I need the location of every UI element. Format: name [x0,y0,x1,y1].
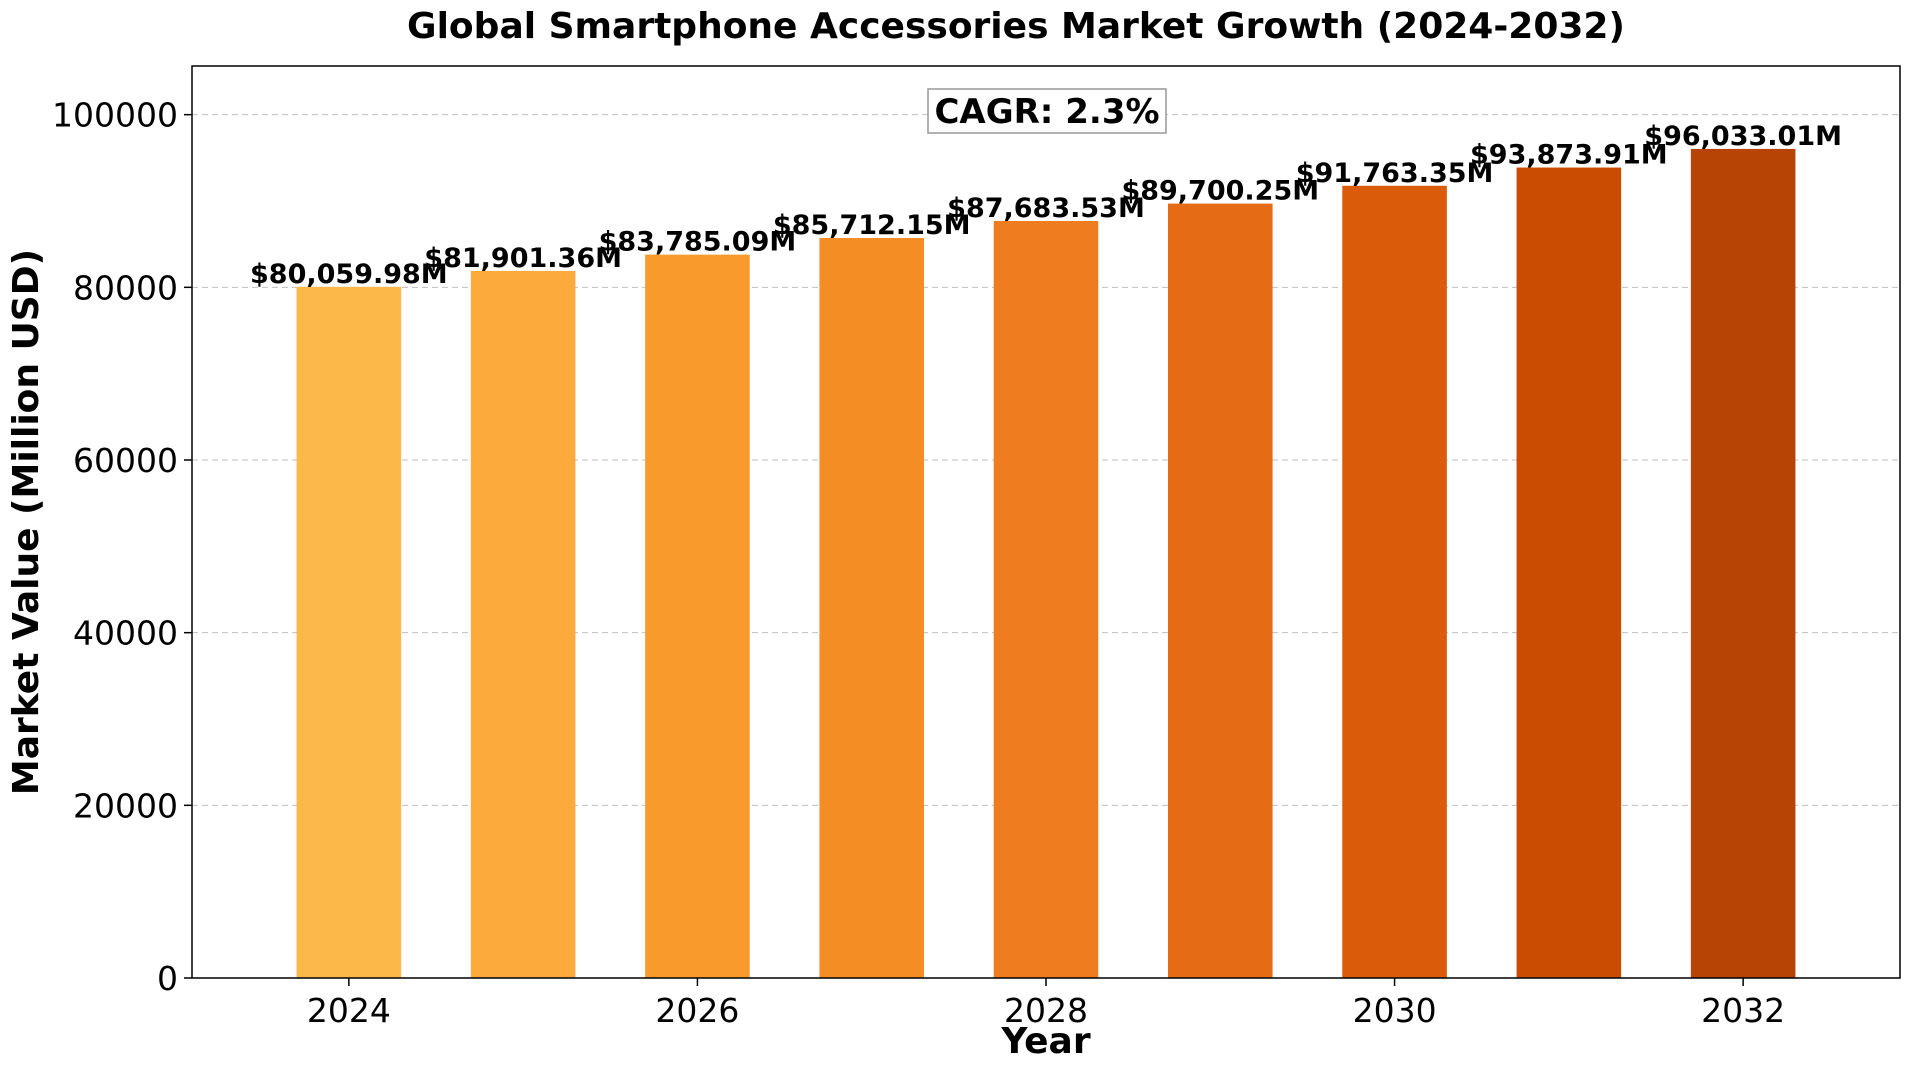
y-axis-ticks: 0 20000 40000 60000 80000 100000 [52,96,192,998]
x-axis-label: Year [1000,1021,1090,1062]
y-tick-label: 0 [157,959,178,998]
data-label-2024: $80,059.98M [250,259,448,290]
y-tick-label: 40000 [73,614,178,653]
data-label-2027: $85,712.15M [773,210,971,241]
data-label-2026: $83,785.09M [599,227,797,258]
data-label-2028: $87,683.53M [947,193,1145,224]
chart-title: Global Smartphone Accessories Market Gro… [407,6,1625,47]
cagr-box [927,88,1167,134]
y-tick-label: 20000 [73,786,178,825]
cagr-text: CAGR: 2.3% [934,92,1159,132]
bar-2027 [819,238,924,979]
data-label-2029: $89,700.25M [1121,176,1319,207]
y-tick-label: 60000 [73,441,178,480]
bar-2028 [993,220,1099,979]
y-axis-label: Market Value (Million USD) [6,249,47,795]
y-tick-label: 80000 [73,268,178,307]
data-labels: $80,059.98M$81,901.36M$83,785.09M$85,712… [250,121,1842,290]
bar-2032 [1690,148,1796,979]
bar-2026 [645,254,750,979]
bar-2030 [1342,185,1447,978]
data-label-2030: $91,763.35M [1296,158,1494,189]
data-label-2031: $93,873.91M [1470,140,1668,171]
x-axis-ticks: 2024 2026 2028 2030 2032 [307,978,1785,1030]
x-tick-label: 2028 [1004,991,1088,1030]
bar-2031 [1516,167,1622,979]
bar-2025 [470,270,576,978]
data-label-2032: $96,033.01M [1644,121,1842,152]
cagr-annotation: CAGR: 2.3% [927,88,1167,134]
bar-2029 [1168,203,1273,979]
data-label-2025: $81,901.36M [424,243,622,274]
x-tick-label: 2024 [307,991,391,1030]
bars [296,148,1796,979]
x-tick-label: 2026 [655,991,739,1030]
x-tick-label: 2030 [1353,991,1437,1030]
x-tick-label: 2032 [1701,991,1785,1030]
bar-2024 [296,286,402,978]
y-tick-label: 100000 [52,96,178,135]
